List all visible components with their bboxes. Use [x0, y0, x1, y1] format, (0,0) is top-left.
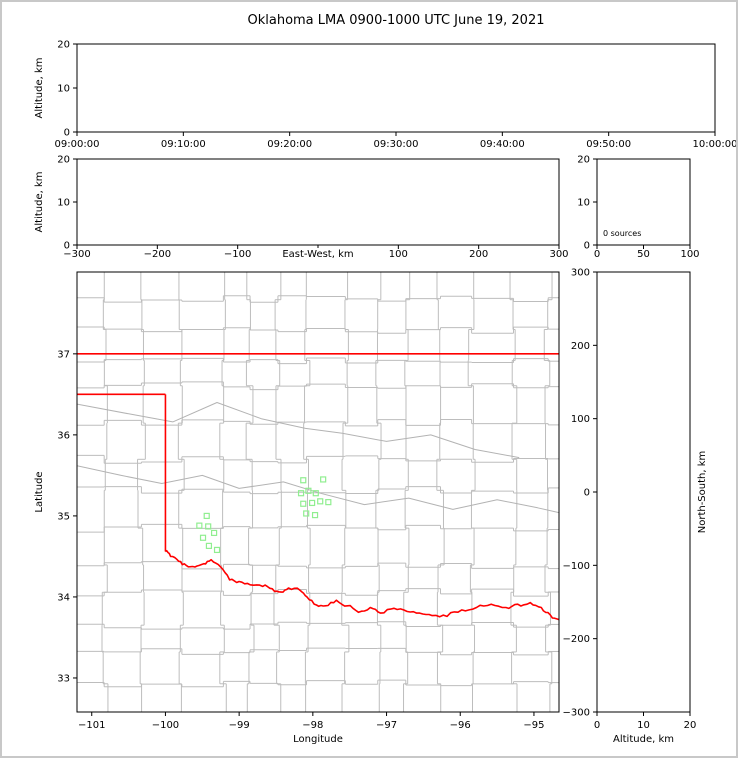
tick-label: −200	[144, 249, 171, 260]
ns-height-panel	[596, 271, 691, 713]
tick-label: −300	[63, 249, 90, 260]
tick-label: 34	[57, 592, 70, 603]
tick-label: 0	[584, 241, 590, 252]
station-marker	[205, 523, 212, 530]
station-marker	[325, 499, 332, 506]
station-marker	[213, 546, 221, 554]
tick-label: 09:30:00	[374, 139, 419, 150]
tick-label: −100	[563, 561, 590, 572]
station-marker	[303, 510, 310, 517]
tick-label: 100	[680, 249, 699, 260]
y-axis-label: Altitude, km	[34, 172, 45, 233]
time-height-panel	[76, 43, 716, 133]
tick-label: −200	[563, 634, 590, 645]
station-marker	[311, 511, 319, 519]
station-marker	[309, 499, 316, 507]
tick-label: −100	[152, 720, 179, 731]
xlabel-backing	[274, 248, 362, 259]
tick-label: 100	[389, 249, 408, 260]
tick-label: 10:00:00	[693, 139, 738, 150]
station-marker	[203, 512, 210, 520]
red-river-border	[164, 549, 559, 621]
x-axis-label: Longitude	[293, 734, 343, 745]
station-marker	[312, 490, 319, 497]
tick-label: 20	[57, 155, 70, 166]
tick-label: 0	[584, 488, 590, 499]
tick-label: 20	[57, 40, 70, 51]
tick-label: 37	[57, 349, 70, 360]
tick-label: 09:10:00	[161, 139, 206, 150]
tick-label: 10	[57, 84, 70, 95]
tick-label: 33	[57, 673, 70, 684]
tick-label: 10	[637, 720, 650, 731]
tick-label: 09:40:00	[480, 139, 525, 150]
tick-label: 200	[571, 341, 590, 352]
tick-label: 100	[571, 414, 590, 425]
tick-label: −99	[229, 720, 250, 731]
tick-label: 09:20:00	[267, 139, 312, 150]
river-line	[77, 465, 559, 514]
river-line	[77, 402, 520, 459]
tick-label: −98	[302, 720, 323, 731]
tick-label: 35	[57, 511, 70, 522]
tick-label: −97	[376, 720, 397, 731]
station-marker	[297, 490, 305, 497]
tick-label: −96	[450, 720, 471, 731]
y-axis-label: Altitude, km	[34, 58, 45, 119]
tick-label: 0	[64, 128, 70, 139]
station-marker	[196, 522, 203, 529]
annotation-sources: 0 sources	[603, 229, 641, 238]
y-axis-label: Latitude	[34, 471, 45, 512]
x-axis-label: Altitude, km	[613, 734, 674, 745]
tick-label: 09:00:00	[55, 139, 100, 150]
tick-label: −100	[224, 249, 251, 260]
lma-stations	[196, 476, 332, 554]
tick-label: 20	[577, 155, 590, 166]
station-marker	[300, 477, 307, 484]
figure-title: Oklahoma LMA 0900-1000 UTC June 19, 2021	[247, 13, 545, 28]
tick-label: 50	[637, 249, 650, 260]
tick-label: 36	[57, 430, 70, 441]
x-axis-label: East-West, km	[282, 249, 353, 260]
tick-label: 0	[594, 249, 600, 260]
station-marker	[305, 487, 312, 494]
station-marker	[317, 498, 324, 505]
ew-height-panel	[76, 158, 560, 246]
map-layers	[77, 272, 559, 712]
station-marker	[205, 542, 213, 549]
tick-label: 0	[594, 720, 600, 731]
tick-label: 10	[577, 198, 590, 209]
county-borders	[77, 272, 559, 712]
map-panel	[76, 271, 560, 713]
tick-label: −95	[523, 720, 544, 731]
tick-label: 0	[64, 241, 70, 252]
station-marker	[300, 500, 307, 507]
source-hist-panel	[596, 158, 691, 246]
tick-label: 10	[57, 198, 70, 209]
tick-label: 300	[549, 249, 568, 260]
tick-label: −101	[78, 720, 105, 731]
station-marker	[210, 529, 218, 537]
y-axis-label: North-South, km	[697, 451, 708, 534]
state-border	[77, 353, 559, 621]
station-marker	[320, 476, 327, 483]
tick-label: 20	[684, 720, 697, 731]
tick-label: 300	[571, 268, 590, 279]
station-marker	[199, 534, 207, 541]
tick-label: 09:50:00	[586, 139, 631, 150]
tick-label: −300	[563, 708, 590, 719]
tick-label: 200	[469, 249, 488, 260]
